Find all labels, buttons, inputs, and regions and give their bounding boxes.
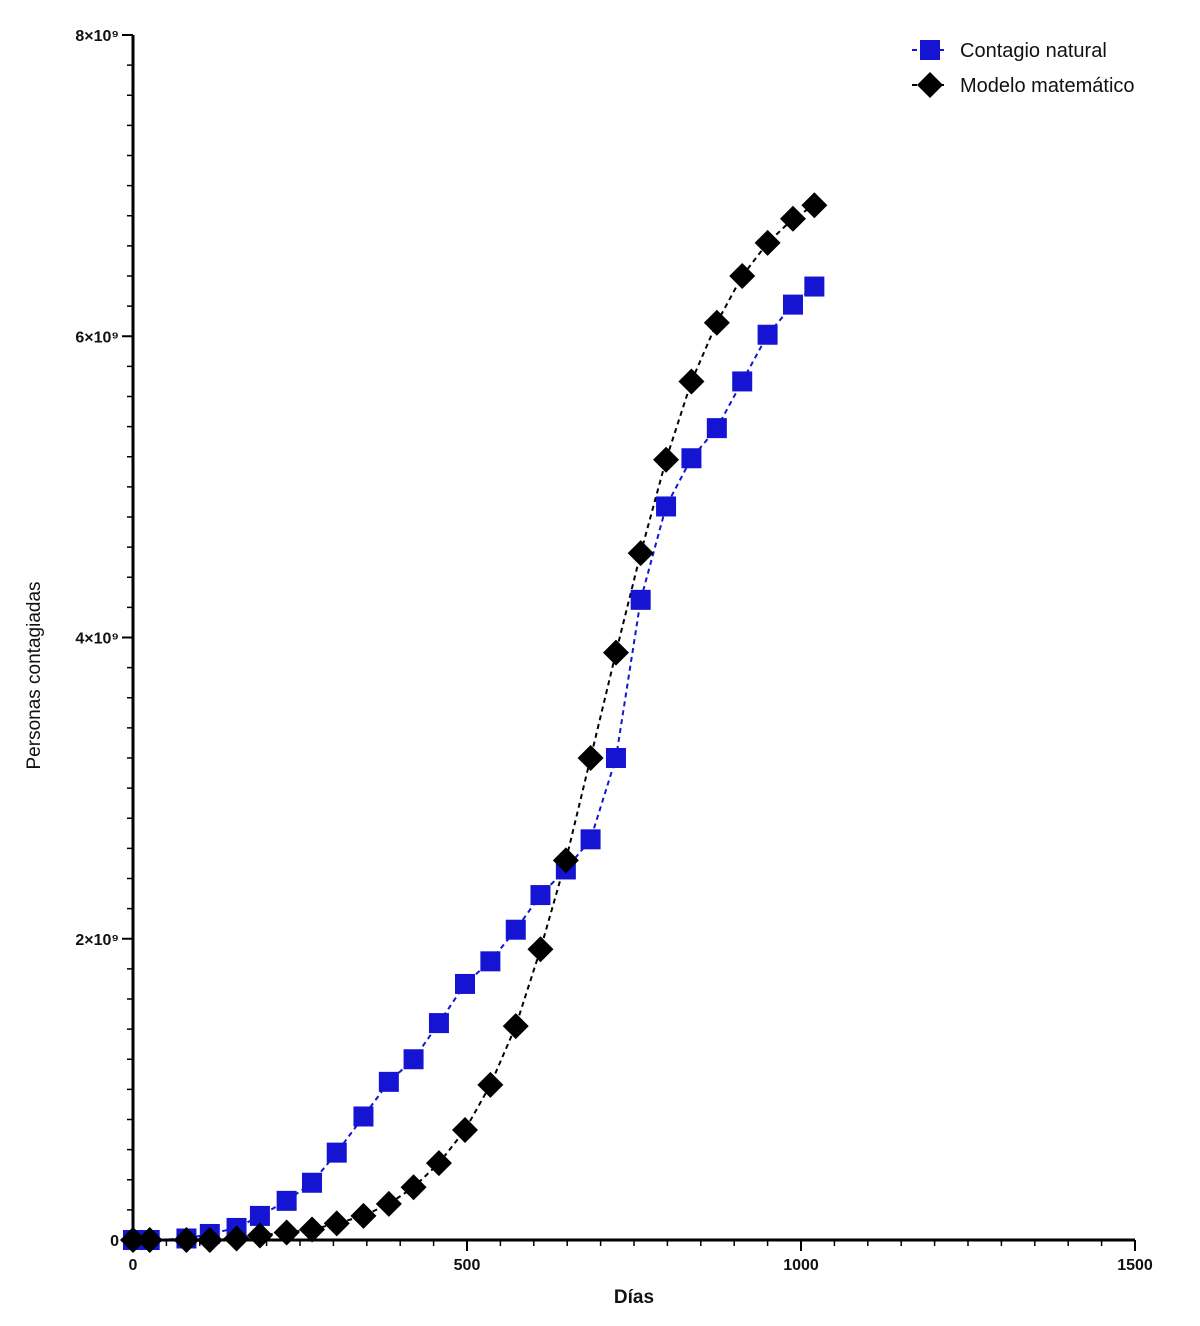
data-point-square xyxy=(656,496,677,517)
legend: Contagio natural Modelo matemático xyxy=(912,40,1135,98)
data-point-diamond xyxy=(627,540,654,567)
data-point-diamond xyxy=(196,1227,223,1253)
data-point-diamond xyxy=(527,936,554,963)
y-axis-title: Personas contagiadas xyxy=(24,581,45,769)
x-tick-label: 500 xyxy=(454,1257,481,1274)
data-point-diamond xyxy=(729,263,756,289)
series-line-1 xyxy=(133,285,816,1241)
data-point-diamond xyxy=(375,1190,402,1217)
data-point-diamond xyxy=(779,205,806,232)
data-point-diamond xyxy=(602,639,629,666)
data-point-diamond xyxy=(323,1210,350,1237)
data-point-square xyxy=(428,1013,449,1034)
x-tick-label: 1500 xyxy=(1117,1257,1153,1274)
series-lines xyxy=(133,204,816,1241)
data-point-square xyxy=(454,973,475,994)
axes: 0 500 1000 1500 0 2×10⁹ 4×10⁹ 6×10⁹ 8×10⁹ xyxy=(75,28,1153,1274)
data-point-diamond xyxy=(299,1216,326,1243)
data-point-square xyxy=(605,748,626,768)
data-point-square xyxy=(681,448,702,469)
data-point-diamond xyxy=(350,1202,377,1229)
data-point-diamond xyxy=(173,1227,200,1253)
y-tick-label: 0 xyxy=(110,1233,119,1250)
data-point-diamond xyxy=(120,1227,146,1253)
legend-label: Contagio natural xyxy=(960,40,1107,62)
data-point-square xyxy=(804,276,825,297)
data-point-square xyxy=(580,829,601,850)
data-point-diamond xyxy=(451,1117,478,1144)
data-point-diamond xyxy=(552,847,579,874)
data-point-square xyxy=(480,951,501,972)
y-tick-label: 4×10⁹ xyxy=(75,631,119,648)
data-point-square xyxy=(732,371,753,392)
legend-marker-square xyxy=(920,40,940,60)
data-point-diamond xyxy=(273,1219,300,1246)
data-point-square xyxy=(505,919,526,940)
x-axis-title: Días xyxy=(614,1287,654,1308)
data-point-square xyxy=(326,1142,347,1163)
data-point-square xyxy=(378,1071,399,1092)
data-point-diamond xyxy=(678,368,705,395)
series-line-2 xyxy=(133,204,815,1241)
data-point-square xyxy=(276,1190,297,1211)
data-point-diamond xyxy=(754,229,781,256)
x-tick-label: 0 xyxy=(129,1257,138,1274)
y-tick-label: 2×10⁹ xyxy=(75,932,119,949)
data-point-diamond xyxy=(703,309,730,336)
legend-label: Modelo matemático xyxy=(960,75,1135,97)
data-point-square xyxy=(530,885,551,906)
data-point-square xyxy=(302,1172,323,1193)
axis-labels: Días Personas contagiadas xyxy=(24,581,654,1308)
data-point-diamond xyxy=(136,1227,163,1253)
y-tick-label: 8×10⁹ xyxy=(75,28,119,45)
data-point-square xyxy=(353,1106,374,1127)
data-point-diamond xyxy=(477,1071,504,1098)
data-point-diamond xyxy=(223,1225,250,1252)
data-point-diamond xyxy=(801,192,828,219)
data-point-square xyxy=(706,418,727,439)
data-point-square xyxy=(403,1049,424,1070)
data-point-diamond xyxy=(246,1222,273,1249)
data-point-square xyxy=(757,324,778,345)
data-point-square xyxy=(782,294,803,315)
data-point-diamond xyxy=(653,446,680,473)
data-point-diamond xyxy=(425,1150,452,1177)
data-point-diamond xyxy=(502,1013,529,1040)
y-tick-label: 6×10⁹ xyxy=(75,329,119,346)
legend-marker-diamond xyxy=(917,72,943,98)
data-point-square xyxy=(249,1205,270,1226)
data-point-diamond xyxy=(400,1174,427,1201)
x-tick-label: 1000 xyxy=(783,1257,819,1274)
data-point-square xyxy=(630,589,651,610)
series-markers xyxy=(120,192,828,1253)
data-point-diamond xyxy=(577,745,604,771)
